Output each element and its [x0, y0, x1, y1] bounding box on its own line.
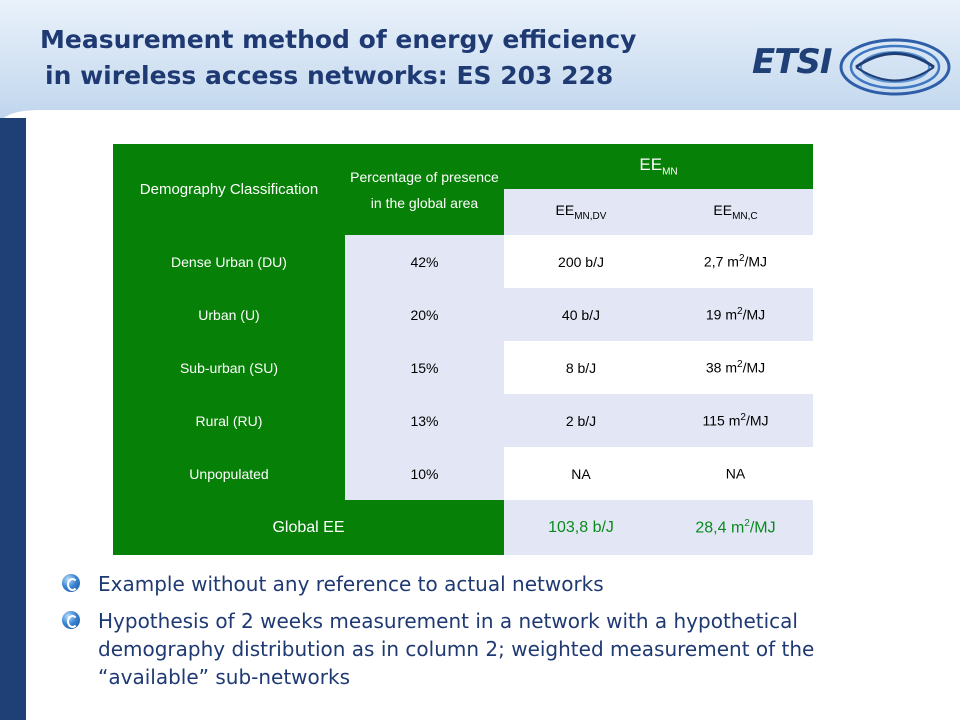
ee-mn-sub: MN: [662, 166, 678, 178]
row-ee-dv: 2 b/J: [504, 394, 658, 447]
etsi-logo: ETSI: [752, 36, 952, 100]
ee-c-exponent: 2: [740, 412, 746, 424]
ee-c-unit: /MJ: [745, 412, 769, 429]
row-percentage: 20%: [345, 288, 504, 341]
ee-c-sub: MN,C: [732, 210, 758, 222]
ee-c-exponent: 2: [738, 253, 745, 265]
blue-orb-bullet-icon: [62, 611, 80, 629]
global-ee-dv: 103,8 b/J: [504, 500, 658, 555]
header-percentage: Percentage of presence in the global are…: [345, 144, 504, 235]
ee-c-value: NA: [725, 465, 746, 482]
logo-text: ETSI: [752, 42, 833, 82]
ee-c-exponent: 2: [737, 359, 743, 371]
ee-dv-sub: MN,DV: [574, 210, 607, 222]
ee-c-unit: /MJ: [744, 253, 768, 270]
bullet-item: Example without any reference to actual …: [62, 570, 922, 598]
row-percentage: 15%: [345, 341, 504, 394]
row-label: Dense Urban (DU): [113, 235, 345, 288]
row-ee-dv: 200 b/J: [504, 235, 658, 288]
energy-efficiency-table: Demography Classification Percentage of …: [113, 144, 813, 555]
logo-waves-icon: [839, 38, 951, 96]
row-ee-c: 38 m2/MJ: [658, 341, 813, 394]
row-ee-dv: NA: [504, 447, 658, 500]
slide-title: Measurement method of energy efficiency …: [40, 22, 680, 94]
title-line-1: Measurement method of energy efficiency: [40, 25, 637, 54]
ee-c-exponent: 2: [737, 306, 743, 318]
bullet-list: Example without any reference to actual …: [62, 570, 922, 700]
ee-c-value: 115 m: [702, 412, 741, 429]
ee-c-unit: /MJ: [742, 306, 766, 323]
ee-c-base: EE: [713, 202, 733, 219]
global-c-unit: /MJ: [749, 519, 776, 537]
header-ee-mn-c: EEMN,C: [658, 189, 813, 235]
header-demography: Demography Classification: [113, 144, 345, 235]
ee-c-value: 38 m: [705, 359, 737, 376]
global-ee-c: 28,4 m2/MJ: [658, 500, 813, 555]
global-c-exponent: 2: [744, 517, 750, 529]
global-c-value: 28,4 m: [695, 519, 745, 537]
global-ee-row: Global EE 103,8 b/J 28,4 m2/MJ: [113, 500, 813, 555]
header-ee-mn: EEMN: [504, 144, 813, 189]
header-swoosh-curve: [0, 110, 960, 140]
ee-c-unit: /MJ: [742, 359, 766, 376]
title-line-2: in wireless access networks: ES 203 228: [45, 61, 614, 90]
table-row: Unpopulated 10% NA NA: [113, 447, 813, 500]
row-label: Urban (U): [113, 288, 345, 341]
row-ee-c: 19 m2/MJ: [658, 288, 813, 341]
table-row: Rural (RU) 13% 2 b/J 115 m2/MJ: [113, 394, 813, 447]
row-label: Unpopulated: [113, 447, 345, 500]
table-row: Urban (U) 20% 40 b/J 19 m2/MJ: [113, 288, 813, 341]
header-ee-mn-dv: EEMN,DV: [504, 189, 658, 235]
global-ee-label: Global EE: [113, 500, 504, 555]
table-row: Dense Urban (DU) 42% 200 b/J 2,7 m2/MJ: [113, 235, 813, 288]
ee-c-value: 19 m: [705, 306, 737, 323]
ee-mn-base: EE: [639, 155, 663, 175]
row-label: Rural (RU): [113, 394, 345, 447]
bullet-text: Example without any reference to actual …: [98, 572, 604, 596]
bullet-text: Hypothesis of 2 weeks measurement in a n…: [98, 609, 815, 689]
blue-orb-bullet-icon: [62, 574, 80, 592]
left-accent-band: [0, 118, 26, 720]
row-ee-c: 115 m2/MJ: [658, 394, 813, 447]
row-ee-c: 2,7 m2/MJ: [658, 235, 813, 288]
row-ee-c: NA: [658, 447, 813, 500]
row-ee-dv: 40 b/J: [504, 288, 658, 341]
row-percentage: 10%: [345, 447, 504, 500]
row-label: Sub-urban (SU): [113, 341, 345, 394]
ee-c-value: 2,7 m: [703, 253, 739, 270]
table-row: Sub-urban (SU) 15% 8 b/J 38 m2/MJ: [113, 341, 813, 394]
bullet-item: Hypothesis of 2 weeks measurement in a n…: [62, 607, 922, 691]
row-percentage: 13%: [345, 394, 504, 447]
ee-dv-base: EE: [555, 202, 575, 219]
row-ee-dv: 8 b/J: [504, 341, 658, 394]
row-percentage: 42%: [345, 235, 504, 288]
